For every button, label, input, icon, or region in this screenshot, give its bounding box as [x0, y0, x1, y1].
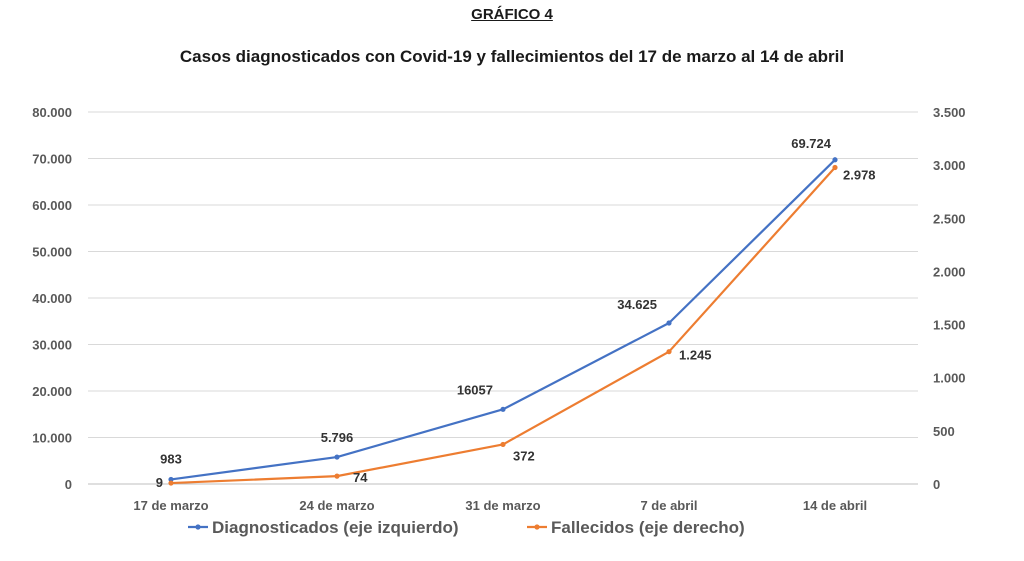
y-right-tick-label: 0 [933, 477, 940, 492]
legend-label: Diagnosticados (eje izquierdo) [212, 518, 459, 537]
data-point [334, 454, 340, 460]
y-left-tick-label: 40.000 [32, 291, 72, 306]
y-left-tick-label: 10.000 [32, 431, 72, 446]
series-line-right [170, 166, 836, 485]
data-point [666, 349, 672, 355]
y-right-tick-label: 2.500 [933, 211, 966, 226]
y-left-tick-label: 30.000 [32, 338, 72, 353]
y-right-tick-label: 2.000 [933, 264, 966, 279]
x-tick-label: 7 de abril [640, 498, 697, 513]
x-tick-label: 31 de marzo [465, 498, 540, 513]
y-right-tick-label: 1.000 [933, 371, 966, 386]
y-left-tick-label: 60.000 [32, 198, 72, 213]
data-label: 2.978 [843, 167, 876, 182]
data-label: 372 [513, 448, 535, 463]
chart-title: Casos diagnosticados con Covid-19 y fall… [179, 47, 845, 66]
y-left-tick-label: 50.000 [32, 245, 72, 260]
data-point [168, 480, 174, 486]
data-label: 69.724 [791, 136, 832, 151]
y-left-tick-label: 70.000 [32, 152, 72, 167]
data-point [500, 406, 506, 412]
x-tick-label: 14 de abril [803, 498, 867, 513]
series-line-left [170, 158, 836, 481]
legend-marker [534, 524, 540, 530]
data-label: 9 [156, 475, 163, 490]
data-point [168, 476, 174, 483]
data-label: 34.625 [617, 297, 657, 312]
data-label: 5.796 [321, 430, 354, 445]
y-right-tick-label: 3.000 [933, 158, 966, 173]
chart-supertitle: GRÁFICO 4 [471, 6, 553, 23]
legend-label: Fallecidos (eje derecho) [551, 518, 745, 537]
data-point [666, 320, 672, 326]
y-right-tick-label: 1.500 [933, 318, 966, 333]
x-tick-label: 17 de marzo [133, 498, 208, 513]
y-right-tick-label: 3.500 [933, 105, 966, 120]
y-left-tick-label: 0 [65, 477, 72, 492]
data-point [832, 164, 838, 171]
data-label: 16057 [457, 382, 493, 397]
y-right-tick-label: 500 [933, 424, 955, 439]
data-point [832, 157, 838, 163]
x-tick-label: 24 de marzo [299, 498, 374, 513]
data-label: 983 [160, 451, 182, 466]
data-point [500, 441, 506, 448]
data-point [334, 473, 340, 479]
y-left-tick-label: 20.000 [32, 384, 72, 399]
data-label: 74 [353, 470, 368, 485]
legend-marker [195, 524, 201, 530]
data-label: 1.245 [679, 348, 712, 363]
y-left-tick-label: 80.000 [32, 105, 72, 120]
